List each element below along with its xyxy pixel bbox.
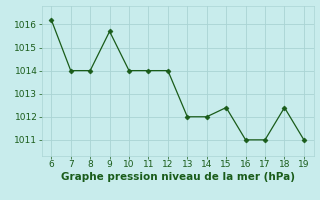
X-axis label: Graphe pression niveau de la mer (hPa): Graphe pression niveau de la mer (hPa) — [60, 172, 295, 182]
